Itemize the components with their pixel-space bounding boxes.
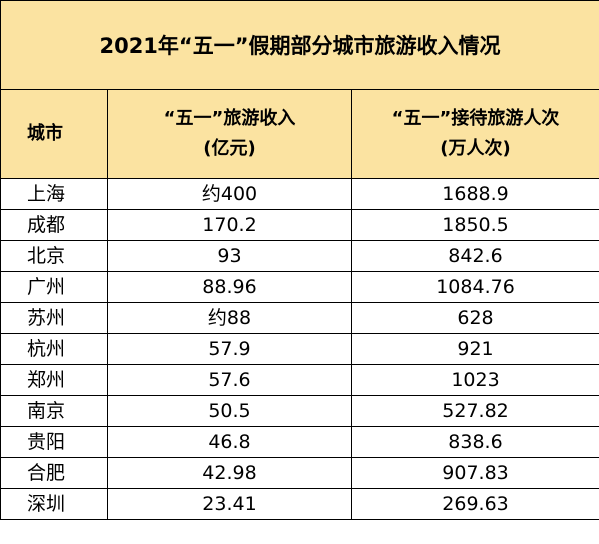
header-income-unit: (亿元) bbox=[203, 138, 256, 159]
header-visitors-label: “五一”接待旅游人次 bbox=[391, 108, 560, 129]
header-income: “五一”旅游收入 (亿元) bbox=[107, 89, 352, 179]
cell-income: 50.5 bbox=[107, 395, 352, 427]
cell-income: 93 bbox=[107, 240, 352, 272]
table-row: 郑州 57.6 1023 bbox=[0, 364, 599, 396]
table-row: 北京 93 842.6 bbox=[0, 240, 599, 272]
cell-visitors: 527.82 bbox=[350, 395, 599, 427]
cell-city: 深圳 bbox=[0, 488, 108, 520]
cell-visitors: 269.63 bbox=[350, 488, 599, 520]
table-row: 杭州 57.9 921 bbox=[0, 333, 599, 365]
header-income-label: “五一”旅游收入 bbox=[163, 108, 296, 129]
cell-income: 57.6 bbox=[107, 364, 352, 396]
cell-city: 广州 bbox=[0, 271, 108, 303]
cell-income: 88.96 bbox=[107, 271, 352, 303]
cell-visitors: 1023 bbox=[350, 364, 599, 396]
cell-city: 成都 bbox=[0, 209, 108, 241]
cell-visitors: 842.6 bbox=[350, 240, 599, 272]
table-row: 成都 170.2 1850.5 bbox=[0, 209, 599, 241]
tourism-income-table: 2021年“五一”假期部分城市旅游收入情况 城市 “五一”旅游收入 (亿元) “… bbox=[0, 0, 599, 520]
cell-income: 170.2 bbox=[107, 209, 352, 241]
table-title: 2021年“五一”假期部分城市旅游收入情况 bbox=[0, 0, 599, 90]
cell-income: 约88 bbox=[107, 302, 352, 334]
table-row: 合肥 42.98 907.83 bbox=[0, 457, 599, 489]
title-row: 2021年“五一”假期部分城市旅游收入情况 bbox=[0, 0, 599, 90]
cell-city: 合肥 bbox=[0, 457, 108, 489]
table-row: 苏州 约88 628 bbox=[0, 302, 599, 334]
cell-income: 23.41 bbox=[107, 488, 352, 520]
cell-visitors: 1850.5 bbox=[350, 209, 599, 241]
cell-income: 57.9 bbox=[107, 333, 352, 365]
table-row: 广州 88.96 1084.76 bbox=[0, 271, 599, 303]
cell-city: 苏州 bbox=[0, 302, 108, 334]
cell-city: 上海 bbox=[0, 178, 108, 210]
cell-visitors: 628 bbox=[350, 302, 599, 334]
cell-visitors: 907.83 bbox=[350, 457, 599, 489]
cell-income: 42.98 bbox=[107, 457, 352, 489]
table-row: 上海 约400 1688.9 bbox=[0, 178, 599, 210]
cell-city: 郑州 bbox=[0, 364, 108, 396]
cell-visitors: 1084.76 bbox=[350, 271, 599, 303]
table-row: 深圳 23.41 269.63 bbox=[0, 488, 599, 520]
cell-visitors: 921 bbox=[350, 333, 599, 365]
cell-city: 杭州 bbox=[0, 333, 108, 365]
header-row: 城市 “五一”旅游收入 (亿元) “五一”接待旅游人次 (万人次) bbox=[0, 89, 599, 179]
header-visitors-unit: (万人次) bbox=[440, 138, 511, 159]
cell-city: 南京 bbox=[0, 395, 108, 427]
cell-city: 北京 bbox=[0, 240, 108, 272]
table-row: 南京 50.5 527.82 bbox=[0, 395, 599, 427]
cell-income: 约400 bbox=[107, 178, 352, 210]
header-visitors: “五一”接待旅游人次 (万人次) bbox=[350, 89, 599, 179]
cell-visitors: 838.6 bbox=[350, 426, 599, 458]
cell-city: 贵阳 bbox=[0, 426, 108, 458]
cell-visitors: 1688.9 bbox=[350, 178, 599, 210]
table-row: 贵阳 46.8 838.6 bbox=[0, 426, 599, 458]
cell-income: 46.8 bbox=[107, 426, 352, 458]
header-city: 城市 bbox=[0, 89, 108, 179]
